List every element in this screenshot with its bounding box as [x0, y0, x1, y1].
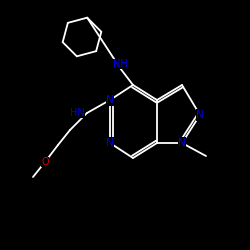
Text: N: N [106, 95, 114, 105]
Text: N: N [196, 110, 204, 120]
Text: N: N [106, 138, 114, 148]
Text: O: O [41, 157, 49, 167]
Text: NH: NH [112, 59, 128, 69]
Text: N: N [178, 138, 186, 148]
Text: HN: HN [70, 108, 85, 118]
